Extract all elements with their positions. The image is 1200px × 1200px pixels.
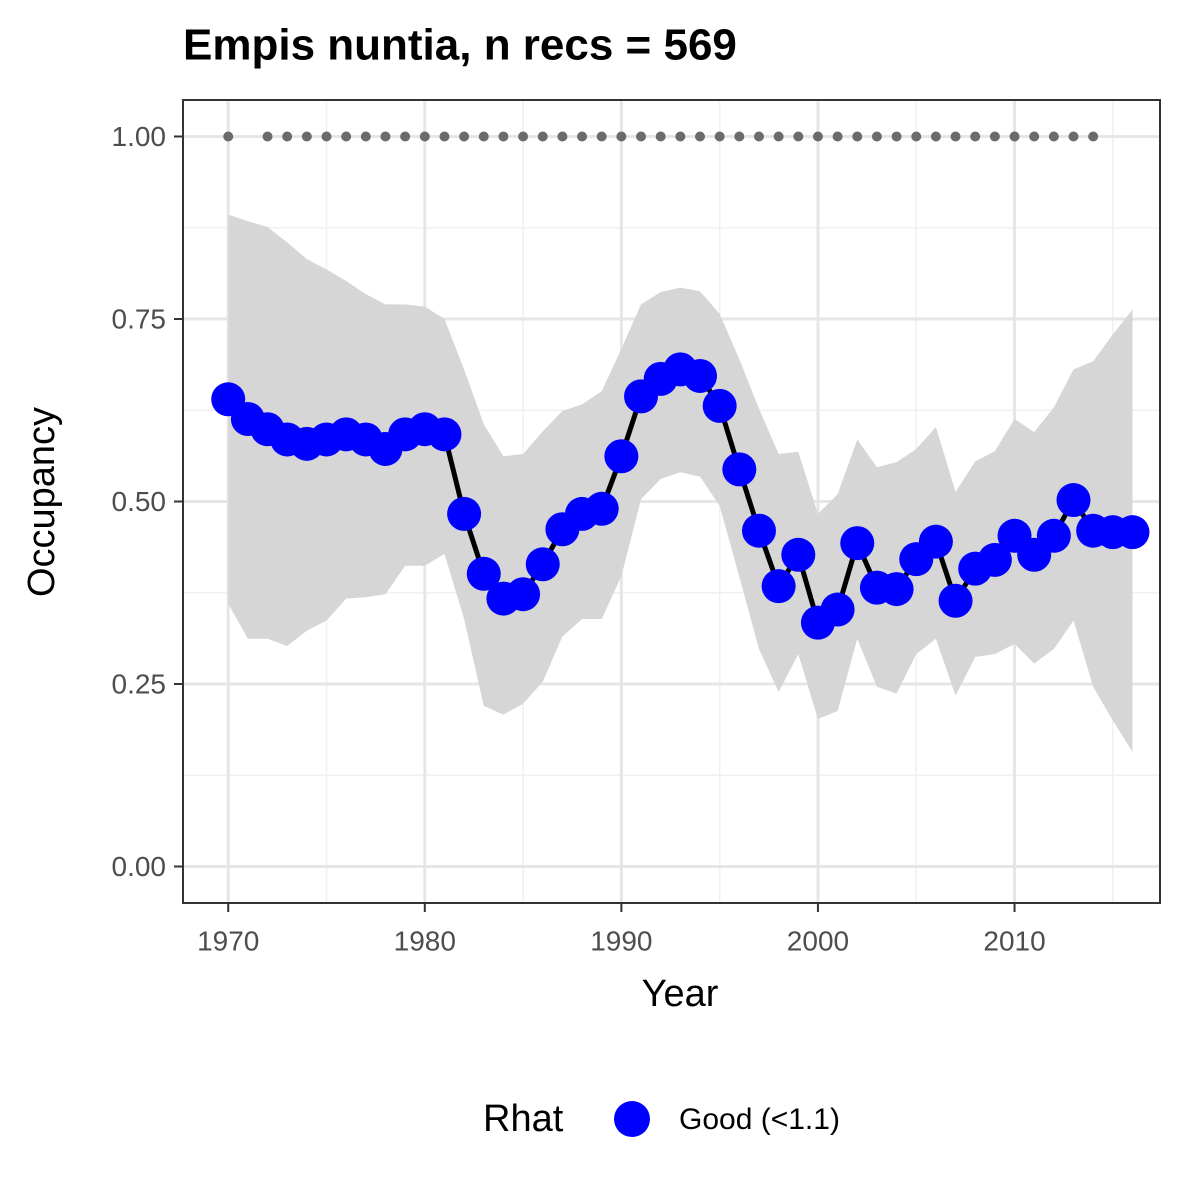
point (918, 524, 953, 559)
chart-title: Empis nuntia, n recs = 569 (183, 21, 737, 70)
record-dot (321, 131, 332, 142)
record-dot (577, 131, 588, 142)
point (840, 526, 875, 561)
record-dot (636, 131, 647, 142)
x-axis-label: Year (642, 973, 719, 1015)
legend-marker (614, 1101, 650, 1137)
record-dot (223, 131, 234, 142)
record-dot (360, 131, 371, 142)
record-dot (655, 131, 666, 142)
x-tick-label: 1970 (197, 925, 259, 956)
y-axis-label: Occupancy (21, 407, 63, 597)
point (466, 556, 501, 591)
point (702, 388, 737, 423)
panel-border (182, 99, 1161, 904)
point (506, 577, 541, 612)
x-tick-label: 2000 (787, 925, 849, 956)
record-dot (714, 131, 725, 142)
x-tick-label: 1990 (590, 925, 652, 956)
record-dot (911, 131, 922, 142)
point (604, 439, 639, 474)
record-dot (891, 131, 902, 142)
record-dot (773, 131, 784, 142)
y-tick-label: 0.75 (112, 303, 167, 334)
record-dot (419, 131, 430, 142)
record-dot (478, 131, 489, 142)
record-dot (793, 131, 804, 142)
record-dot (282, 131, 293, 142)
point (879, 572, 914, 607)
confidence-band (228, 214, 1133, 752)
record-dot (989, 131, 1000, 142)
record-dot (832, 131, 843, 142)
record-dot (400, 131, 411, 142)
point (761, 569, 796, 604)
y-tick-label: 0.00 (112, 851, 167, 882)
record-dot (1088, 131, 1099, 142)
point (1115, 515, 1150, 550)
record-dot (616, 131, 627, 142)
point (741, 513, 776, 548)
record-dot (1048, 131, 1059, 142)
record-dot (301, 131, 312, 142)
record-dot (1009, 131, 1020, 142)
point (447, 496, 482, 531)
record-dot (675, 131, 686, 142)
point (781, 537, 816, 572)
record-dot (695, 131, 706, 142)
point (820, 592, 855, 627)
record-dot (537, 131, 548, 142)
record-dot (734, 131, 745, 142)
point (722, 452, 757, 487)
point (683, 358, 718, 393)
point (938, 583, 973, 618)
record-dot (262, 131, 273, 142)
record-dot (596, 131, 607, 142)
record-dot (498, 131, 509, 142)
point (977, 542, 1012, 577)
record-dot (518, 131, 529, 142)
x-tick-label: 2010 (983, 925, 1045, 956)
record-dot (812, 131, 823, 142)
y-tick-label: 1.00 (112, 121, 167, 152)
point (1036, 518, 1071, 553)
record-dot (871, 131, 882, 142)
point (427, 417, 462, 452)
record-dot (970, 131, 981, 142)
y-tick-label: 0.25 (112, 668, 167, 699)
record-dot (341, 131, 352, 142)
record-dot (380, 131, 391, 142)
legend-label: Good (<1.1) (679, 1103, 840, 1136)
record-dot (930, 131, 941, 142)
legend-title: Rhat (483, 1098, 564, 1140)
record-dot (1029, 131, 1040, 142)
y-tick-label: 0.50 (112, 486, 167, 517)
record-dot (852, 131, 863, 142)
point (525, 547, 560, 582)
record-dot (950, 131, 961, 142)
record-dot (557, 131, 568, 142)
point (584, 491, 619, 526)
record-dot (459, 131, 470, 142)
record-dot (439, 131, 450, 142)
record-dot (1068, 131, 1079, 142)
x-tick-label: 1980 (394, 925, 456, 956)
record-dot (753, 131, 764, 142)
point (1056, 483, 1091, 518)
